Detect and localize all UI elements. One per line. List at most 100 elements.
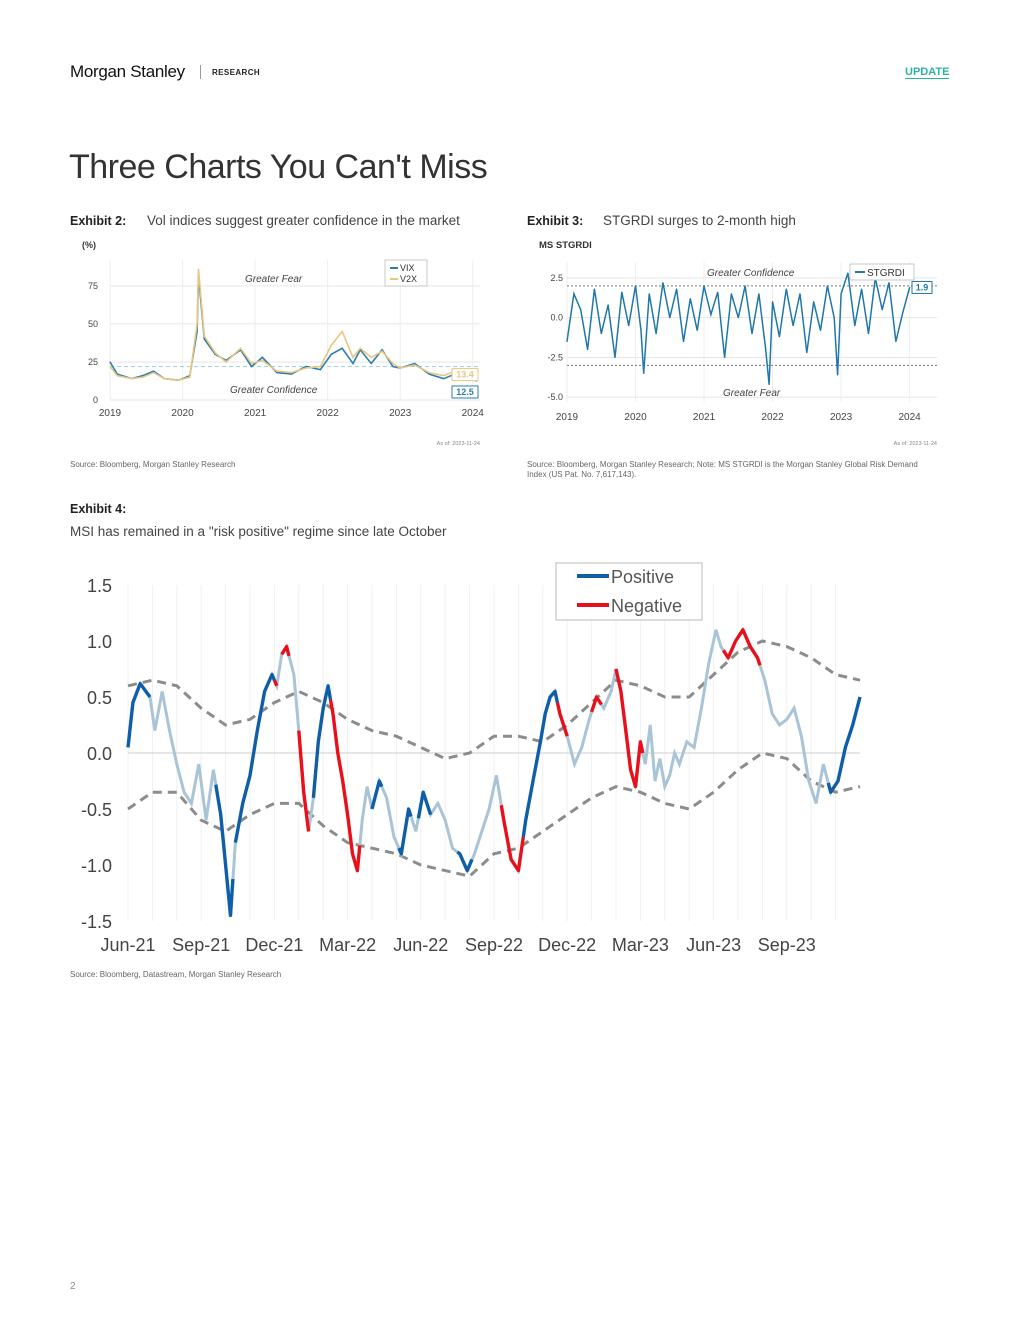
- y-tick-label: -2.5: [547, 352, 563, 362]
- y-tick-label: 0.0: [550, 313, 563, 323]
- data-point: [771, 301, 774, 303]
- data-point: [163, 378, 166, 380]
- data-point: [593, 288, 596, 290]
- data-point: [837, 374, 839, 376]
- end-value-box: [451, 385, 479, 399]
- data-point: [109, 365, 111, 368]
- legend-label: Positive: [611, 567, 674, 587]
- data-point: [854, 325, 856, 327]
- data-point: [676, 288, 678, 290]
- data-point: [792, 325, 794, 327]
- header-divider: [200, 65, 201, 79]
- as-of-label: As of: 2023-11-24: [437, 441, 480, 447]
- regime-segment-negative: [272, 679, 279, 687]
- stgrdi-chart: MS STGRDI -5.0 -2.5 0.0 2.5 2019 2020 2021 2022 2…: [539, 240, 937, 447]
- data-point: [600, 332, 602, 335]
- update-badge: UPDATE: [905, 66, 950, 79]
- y-tick-label: 0.0: [87, 744, 112, 764]
- data-point: [813, 301, 815, 303]
- brand-logo: Morgan Stanley: [70, 62, 185, 81]
- data-point: [261, 359, 263, 362]
- data-point: [703, 285, 705, 287]
- data-point: [370, 356, 372, 358]
- annotation-greater-confidence: Greater Confidence: [707, 268, 795, 279]
- data-point: [833, 317, 835, 319]
- data-point: [566, 340, 568, 343]
- series-line-stgrdi: [566, 272, 911, 385]
- data-point: [908, 286, 911, 289]
- data-point: [152, 370, 155, 372]
- x-tick-label: Jun-21: [100, 935, 155, 955]
- data-point: [319, 365, 321, 368]
- legend-label: VIX: [400, 263, 415, 273]
- data-point: [178, 379, 180, 381]
- end-value-label: 12.5: [456, 387, 474, 397]
- data-point: [696, 329, 698, 332]
- series-line-vix: [109, 275, 477, 382]
- data-point: [847, 272, 849, 274]
- data-point: [643, 372, 645, 374]
- y-axis-label: (%): [82, 240, 96, 250]
- regime-segment-negative: [555, 702, 569, 737]
- vol-indices-chart: (%) 0 25 50 75 2019 2020 2021 2022 2023 2024 Greate…: [82, 240, 485, 447]
- data-point: [197, 268, 200, 270]
- data-point: [399, 367, 401, 369]
- data-point: [778, 336, 781, 338]
- x-tick-label: 2024: [462, 408, 485, 419]
- y-tick-label: 75: [88, 281, 98, 291]
- exhibit-4-label: Exhibit 4:: [70, 502, 127, 516]
- data-point: [381, 349, 383, 351]
- x-tick-label: 2019: [99, 408, 122, 419]
- data-point: [640, 329, 642, 332]
- data-point: [214, 352, 216, 354]
- exhibit-4-source: Source: Bloomberg, Datastream, Morgan St…: [70, 970, 282, 979]
- regime-segment-negative: [614, 668, 645, 789]
- x-tick-label: Sep-21: [172, 935, 230, 955]
- page-title: Three Charts You Can't Miss: [69, 148, 488, 186]
- data-point: [305, 367, 307, 369]
- regime-segment-negative: [499, 805, 525, 873]
- legend-box: [555, 562, 703, 621]
- data-point: [276, 370, 278, 372]
- data-point: [662, 282, 664, 284]
- x-tick-label: 2023: [389, 408, 412, 419]
- x-tick-label: 2024: [898, 412, 921, 423]
- data-point: [330, 353, 332, 355]
- end-value-box: [911, 280, 933, 294]
- data-point: [799, 293, 801, 295]
- y-tick-label: 1.5: [87, 576, 112, 596]
- as-of-label: As of: 2023-11-24: [894, 441, 937, 447]
- x-tick-label: Mar-22: [319, 935, 376, 955]
- data-point: [109, 361, 111, 363]
- data-point: [758, 293, 760, 295]
- regime-segment-positive: [826, 696, 862, 794]
- data-point: [203, 338, 205, 340]
- msi-regime-chart: -1.5 -1.0 -0.5 0.0 0.5 1.0 1.5 Jun-21 Sep-21 Dec-…: [81, 562, 862, 955]
- data-point: [414, 364, 416, 366]
- data-point: [189, 376, 191, 378]
- data-point: [116, 375, 118, 377]
- data-point: [352, 362, 354, 365]
- data-point: [806, 352, 808, 354]
- section-label: RESEARCH: [212, 68, 261, 77]
- regime-segment-positive: [521, 689, 560, 838]
- x-tick-label: Sep-22: [465, 935, 523, 955]
- legend-box: [849, 263, 915, 281]
- regime-segment-positive: [456, 850, 474, 873]
- data-point: [330, 344, 332, 346]
- end-value-label: 13.4: [456, 370, 474, 380]
- legend-label: STGRDI: [867, 268, 905, 279]
- legend-box: [384, 259, 428, 287]
- data-point: [737, 317, 739, 319]
- data-point: [392, 365, 394, 368]
- y-tick-label: 0: [93, 395, 98, 405]
- annotation-greater-fear: Greater Fear: [723, 388, 781, 399]
- x-tick-label: 2021: [244, 408, 267, 419]
- y-tick-label: -0.5: [81, 800, 112, 820]
- data-point: [888, 282, 890, 284]
- exhibit-3-source: Source: Bloomberg, Morgan Stanley Resear…: [527, 460, 918, 479]
- series-line-v2x: [109, 269, 477, 382]
- data-point: [370, 362, 372, 365]
- exhibit-2-caption: Vol indices suggest greater confidence i…: [147, 213, 460, 228]
- regime-segment-positive: [416, 790, 433, 819]
